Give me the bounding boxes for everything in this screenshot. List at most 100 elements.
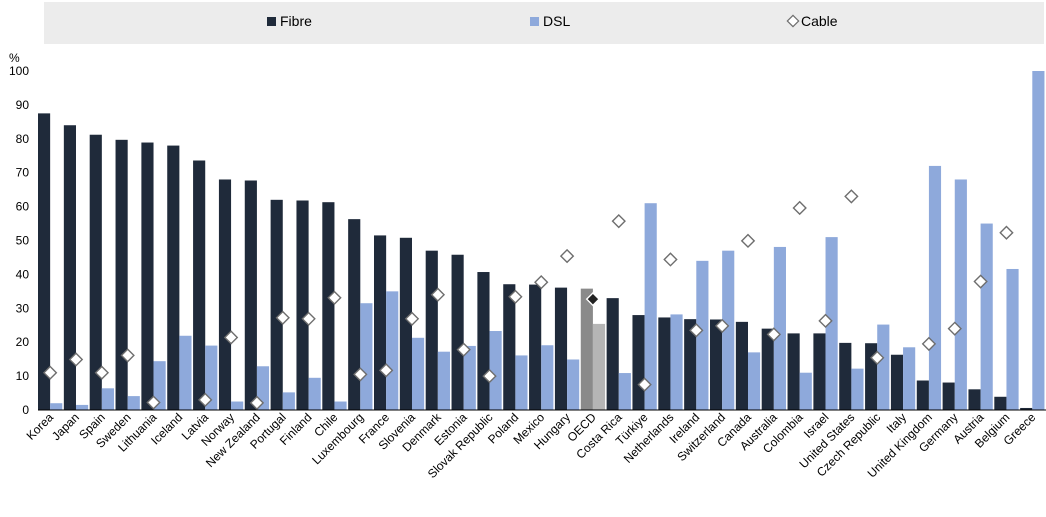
bar-dsl-costa-rica [618, 373, 631, 410]
legend: Fibre DSL Cable [44, 2, 1044, 44]
bar-dsl-hungary [567, 359, 580, 410]
bar-fibre-estonia [451, 254, 464, 410]
y-tick-label-90: 90 [16, 98, 30, 112]
bar-dsl-spain [101, 388, 114, 410]
bar-dsl-italy [903, 347, 916, 410]
marker-cable-latvia [198, 392, 213, 408]
marker-cable-luxembourg [353, 367, 368, 382]
marker-cable-turkiye [637, 377, 652, 392]
gridlines [38, 70, 1046, 377]
marker-cable-sweden [120, 348, 135, 363]
bar-dsl-germany [954, 179, 967, 410]
marker-cable-belgium [999, 225, 1014, 240]
legend-background [44, 2, 1044, 44]
legend-swatch-cable [786, 14, 800, 28]
marker-cable-austria [973, 274, 988, 289]
bar-dsl-chile [334, 401, 347, 410]
y-tick-label-10: 10 [16, 369, 30, 383]
marker-cable-slovenia [404, 311, 420, 326]
marker-cable-australia [766, 327, 782, 342]
marker-cable-ireland [689, 323, 704, 338]
marker-cable-denmark [430, 287, 446, 302]
y-tick-label-80: 80 [16, 132, 30, 146]
bar-dsl-netherlands [670, 314, 683, 410]
bar-dsl-poland [515, 355, 528, 410]
marker-cable-united-states [844, 189, 859, 204]
bar-fibre-united-states [839, 342, 852, 410]
y-tick-label-70: 70 [16, 166, 30, 180]
marker-cable-lithuania [146, 395, 161, 410]
bar-dsl-portugal [282, 392, 295, 410]
bar-fibre-italy [890, 354, 904, 410]
bar-dsl-australia [773, 246, 786, 410]
bar-fibre-belgium [994, 396, 1007, 410]
bar-fibre-united-kingdom [916, 380, 929, 410]
y-tick-label-20: 20 [16, 335, 30, 349]
legend-label-fibre: Fibre [280, 13, 312, 29]
y-tick-label-30: 30 [16, 301, 30, 315]
bar-fibre-france [374, 235, 387, 410]
marker-cable-norway [223, 330, 239, 345]
bar-fibre-netherlands [658, 317, 671, 410]
bar-fibre-turkiye [632, 315, 645, 410]
bar-dsl-turkiye [644, 203, 657, 410]
bar-dsl-canada [747, 352, 761, 410]
bar-dsl-japan [75, 404, 89, 410]
bar-dsl-united-kingdom [928, 165, 942, 410]
marker-cable-chile [327, 290, 342, 305]
bar-fibre-germany [942, 382, 955, 410]
bar-fibre-slovak-republic [477, 272, 490, 410]
bar-fibre-latvia [193, 160, 206, 410]
bar-dsl-france [386, 291, 399, 410]
bar-fibre-norway [218, 179, 232, 410]
bar-dsl-israel [825, 237, 838, 410]
marker-cable-united-kingdom [921, 336, 937, 352]
bar-dsl-slovak-republic [489, 331, 502, 410]
bar-fibre-costa-rica [606, 298, 619, 410]
y-axis-unit-label: % [9, 51, 20, 65]
y-tick-label-100: 100 [9, 64, 29, 78]
bar-dsl-oecd [592, 323, 606, 410]
marker-cable-netherlands [663, 252, 678, 267]
bar-dsl-ireland [696, 260, 709, 410]
marker-cable-canada [740, 233, 756, 249]
bar-dsl-slovenia [411, 337, 425, 410]
y-tick-label-40: 40 [16, 267, 30, 281]
bar-fibre-spain [89, 134, 102, 410]
bar-dsl-finland [308, 377, 321, 410]
marker-cable-costa-rica [611, 213, 626, 229]
bar-dsl-estonia [463, 345, 476, 410]
bar-fibre-hungary [554, 287, 568, 410]
bar-fibre-new-zealand [244, 180, 257, 410]
bar-fibre-chile [322, 202, 335, 410]
bar-dsl-latvia [205, 345, 218, 410]
bar-fibre-australia [761, 328, 774, 410]
bar-fibre-poland [503, 284, 516, 410]
bar-dsl-belgium [1006, 268, 1019, 410]
bar-dsl-czech-republic [877, 324, 890, 410]
bar-dsl-norway [231, 401, 244, 410]
marker-cable-czech-republic [870, 350, 885, 365]
legend-label-cable: Cable [801, 13, 838, 29]
bar-fibre-greece [1020, 407, 1033, 410]
bar-fibre-switzerland [710, 319, 723, 410]
bar-dsl-switzerland [722, 250, 735, 410]
bar-fibre-lithuania [141, 142, 154, 411]
bar-fibre-iceland [167, 145, 180, 410]
bar-dsl-united-states [851, 368, 864, 410]
fibre-bars [38, 113, 1033, 411]
bar-dsl-lithuania [153, 361, 166, 410]
marker-cable-slovak-republic [482, 368, 497, 384]
x-axis-labels: KoreaJapanSpainSwedenLithuaniaIcelandLat… [24, 410, 1039, 481]
bar-fibre-colombia [787, 333, 800, 410]
bar-fibre-mexico [529, 284, 542, 410]
bar-fibre-ireland [684, 319, 697, 410]
bar-dsl-luxembourg [360, 303, 373, 410]
marker-cable-new-zealand [249, 395, 265, 411]
marker-cable-hungary [559, 248, 575, 264]
dsl-bars [50, 71, 1045, 410]
y-axis-ticks: 0 10 20 30 40 50 60 70 80 90 100 [9, 64, 29, 417]
cable-markers [42, 189, 1014, 411]
y-tick-label-60: 60 [16, 200, 30, 214]
